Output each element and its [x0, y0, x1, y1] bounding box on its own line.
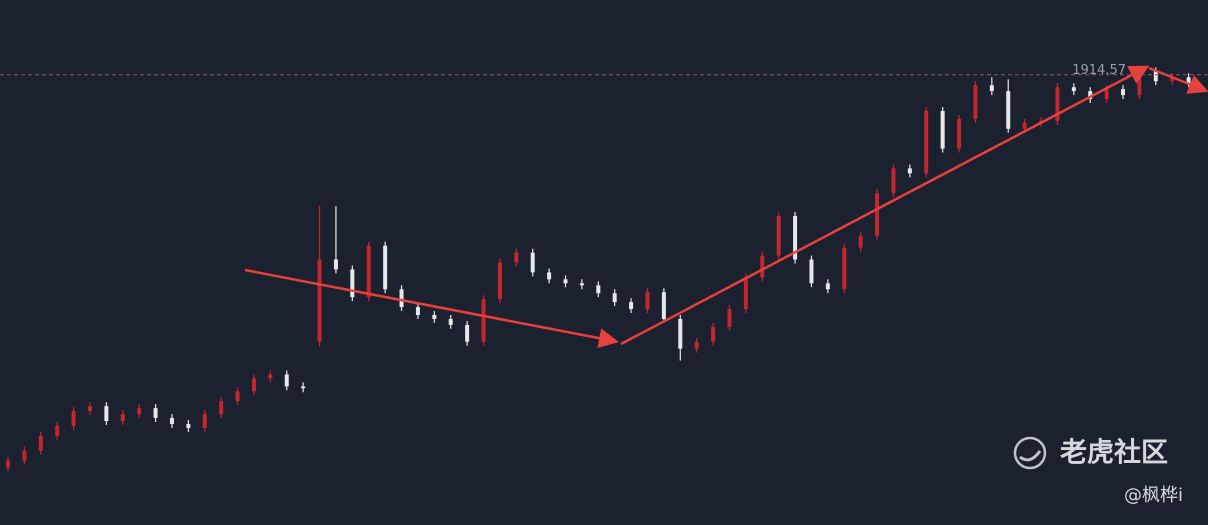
candle-body — [104, 406, 109, 421]
candle-body — [399, 289, 404, 308]
candle-body — [760, 255, 765, 278]
candle-body — [55, 425, 60, 436]
candle-body — [1170, 77, 1175, 82]
candle-body — [1055, 87, 1060, 121]
candle-body — [989, 85, 994, 92]
candle-body — [301, 386, 306, 389]
candle-body — [743, 277, 748, 310]
candle-body — [6, 460, 10, 468]
candle-body — [432, 315, 437, 319]
candle-body — [727, 309, 732, 327]
candle-body — [317, 259, 322, 342]
candle-body — [137, 408, 142, 415]
candle-body — [366, 245, 371, 298]
candle-body — [924, 110, 929, 174]
candle-body — [973, 85, 978, 119]
candle-body — [547, 272, 552, 280]
candle-body — [284, 374, 289, 387]
candle-body — [383, 245, 388, 290]
candle-body — [842, 247, 847, 290]
candle-body — [776, 215, 781, 256]
candle-body — [825, 283, 830, 290]
candle-body — [907, 168, 912, 174]
candle-body — [350, 269, 355, 298]
candle-body — [120, 414, 125, 421]
candles — [6, 67, 1191, 472]
candle-body — [629, 302, 634, 310]
candle-body — [268, 374, 273, 379]
candle-body — [514, 252, 519, 263]
candle-body — [153, 408, 158, 419]
trend-line — [620, 65, 1150, 346]
trend-line — [1148, 66, 1208, 94]
candle-body — [465, 324, 470, 342]
candle-body — [1153, 71, 1158, 82]
candle-body — [415, 307, 420, 315]
candle-body — [1071, 87, 1076, 92]
candle-body — [169, 418, 174, 424]
candle-body — [678, 318, 683, 349]
candle-body — [235, 391, 240, 402]
candle-body — [219, 401, 224, 415]
trend-line — [244, 268, 619, 348]
candle-body — [1006, 91, 1011, 129]
candle-body — [645, 292, 650, 310]
candle-body — [875, 193, 880, 236]
candle-body — [71, 411, 76, 426]
candle-body — [579, 283, 584, 286]
watermark: 老虎社区 — [1060, 437, 1168, 469]
candle-body — [940, 110, 945, 149]
candle-body — [563, 279, 568, 284]
candle-body — [333, 259, 338, 270]
candle-body — [22, 450, 27, 461]
candle-body — [1104, 89, 1109, 100]
candle-body — [497, 262, 502, 300]
logo — [1013, 436, 1047, 470]
candle-body — [793, 215, 798, 260]
candle-body — [694, 341, 699, 349]
candle-body — [1088, 91, 1093, 100]
candle-body — [251, 378, 256, 392]
candle-body — [661, 292, 666, 319]
candle-body — [596, 285, 601, 294]
candle-body — [530, 252, 535, 273]
candle-body — [809, 259, 814, 284]
candle-body — [186, 423, 191, 428]
candle-body — [38, 435, 43, 451]
candle-body — [711, 326, 716, 342]
candle-body — [858, 235, 863, 248]
candle-body — [448, 318, 453, 325]
candle-body — [481, 299, 486, 342]
candle-body — [202, 414, 207, 428]
author: @枫桦i — [1124, 485, 1183, 506]
price-label: 1914.57 — [1072, 63, 1126, 78]
candle-body — [1121, 89, 1126, 96]
candle-body — [1137, 71, 1142, 96]
candle-body — [612, 293, 617, 303]
candle-body — [891, 168, 896, 194]
candle-body — [87, 406, 92, 412]
candle-body — [1022, 122, 1027, 129]
candle-body — [957, 118, 962, 149]
